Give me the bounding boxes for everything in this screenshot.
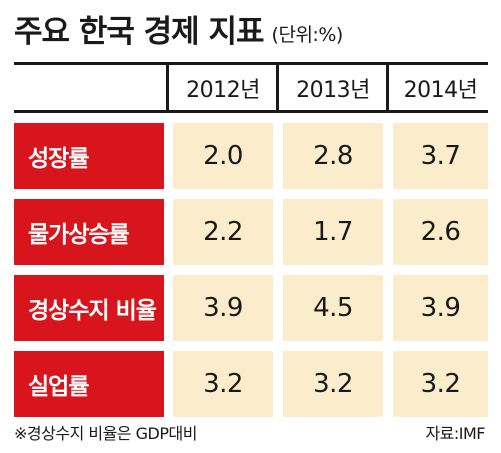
table-cell: 3.7 [393, 123, 488, 189]
table-cell: 2.8 [283, 123, 383, 189]
table-row: 물가상승률 2.2 1.7 2.6 [14, 199, 488, 265]
table-row: 성장률 2.0 2.8 3.7 [14, 123, 488, 189]
source-label: 자료:IMF [425, 424, 485, 443]
header-divider [166, 65, 169, 110]
table-cell: 4.5 [283, 275, 383, 341]
unit-label: (단위:%) [271, 24, 344, 46]
header-divider [386, 65, 389, 110]
table-cell: 1.7 [283, 199, 383, 265]
indicator-table: 2012년 2013년 2014년 성장률 2.0 2.8 3.7 물가상승률 … [14, 62, 488, 417]
table-cell: 3.2 [393, 351, 488, 417]
table-cell: 3.2 [173, 351, 273, 417]
footnote: ※경상수지 비율은 GDP대비 [14, 424, 197, 443]
table-row: 실업률 3.2 3.2 3.2 [14, 351, 488, 417]
table-cell: 2.2 [173, 199, 273, 265]
column-header-2013: 2013년 [296, 77, 370, 103]
table-cell: 3.2 [283, 351, 383, 417]
row-label: 실업률 [14, 351, 164, 417]
table-cell: 3.9 [393, 275, 488, 341]
table-cell: 2.6 [393, 199, 488, 265]
table-cell: 2.0 [173, 123, 273, 189]
header-divider [276, 65, 279, 110]
column-header-2014: 2014년 [403, 77, 478, 103]
row-label: 물가상승률 [14, 199, 164, 265]
row-label: 성장률 [14, 123, 164, 189]
title-row: 주요 한국 경제 지표 (단위:%) [14, 8, 343, 52]
column-header-2012: 2012년 [186, 77, 260, 103]
header-row: 2012년 2013년 2014년 [14, 62, 488, 113]
page-title: 주요 한국 경제 지표 [14, 14, 265, 50]
row-label: 경상수지 비율 [14, 275, 164, 341]
table-row: 경상수지 비율 3.9 4.5 3.9 [14, 275, 488, 341]
table-cell: 3.9 [173, 275, 273, 341]
